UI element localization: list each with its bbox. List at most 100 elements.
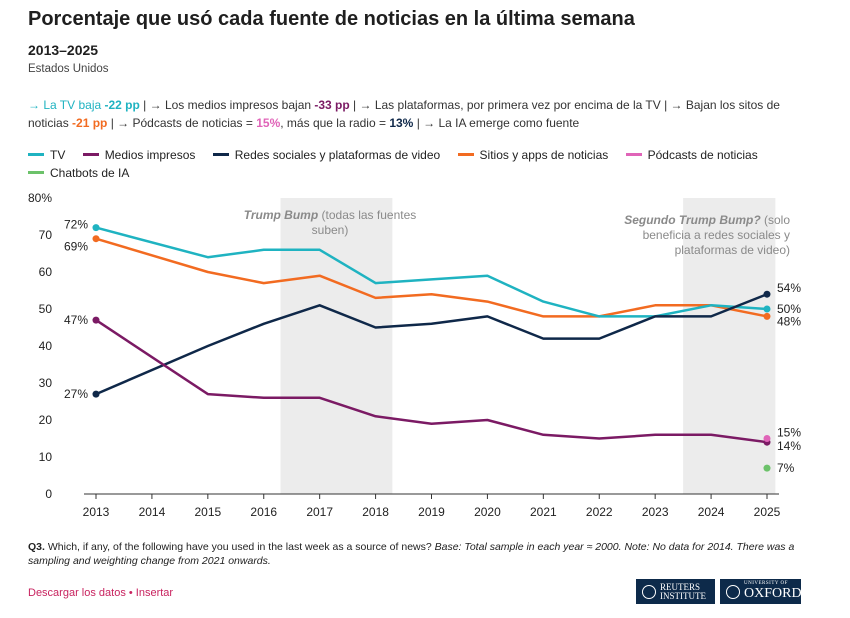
legend-item-podcasts[interactable]: Pódcasts de noticias — [625, 146, 758, 164]
x-tick-label: 2014 — [139, 505, 166, 519]
legend-label: Sitios y apps de noticias — [479, 148, 609, 162]
oxford-logo-text: UNIVERSITY OF OXFORD — [744, 581, 802, 602]
legend-item-print[interactable]: Medios impresos — [82, 146, 196, 164]
legend-label: Redes sociales y plataformas de video — [234, 148, 441, 162]
y-tick-label: 60 — [39, 265, 53, 279]
y-tick-label: 50 — [39, 302, 53, 316]
legend-item-tv[interactable]: TV — [28, 146, 65, 164]
summary-radio-prefix: , más que la radio = — [280, 116, 390, 130]
shaded-label-second-trump-bump: plataformas de video) — [675, 243, 790, 257]
shaded-label-second-trump-bump: Segundo Trump Bump? (solo — [624, 213, 790, 227]
summary-print-prefix: | → Los medios impresos bajan — [139, 98, 315, 112]
y-tick-label: 20 — [39, 413, 53, 427]
shaded-period — [683, 198, 776, 494]
data-label-start: 47% — [64, 313, 88, 327]
summary-platforms-text: | → Las plataformas, por primera vez por… — [28, 98, 780, 130]
footnote: Q3. Which, if any, of the following have… — [28, 540, 798, 568]
x-tick-label: 2022 — [586, 505, 613, 519]
oxford-logo[interactable]: UNIVERSITY OF OXFORD — [720, 579, 802, 604]
y-tick-label: 80% — [28, 191, 52, 205]
data-label-end: 50% — [777, 302, 801, 316]
summary-sites-value: -21 pp — [72, 116, 108, 130]
legend-swatch — [82, 153, 99, 157]
legend-swatch — [28, 153, 44, 157]
legend-label: Medios impresos — [104, 148, 196, 162]
reuters-line1: REUTERS — [660, 581, 701, 592]
series-line — [95, 226, 768, 318]
x-tick-label: 2016 — [250, 505, 277, 519]
summary-podcast-prefix: | → Pódcasts de noticias = — [107, 116, 257, 130]
summary-tv-prefix: → La TV baja — [28, 98, 105, 112]
footnote-base: Base: Total sample in each year ≈ 2000. … — [28, 541, 795, 567]
series-end-point — [763, 312, 771, 320]
series-end-point — [763, 464, 771, 472]
x-tick-label: 2018 — [362, 505, 389, 519]
reuters-mark-icon — [642, 584, 656, 599]
data-label-start: 69% — [64, 240, 88, 254]
embed-link[interactable]: Insertar — [135, 587, 174, 599]
x-tick-label: 2019 — [418, 505, 445, 519]
x-tick-label: 2017 — [306, 505, 333, 519]
chart-subtitle: 2013–2025 — [28, 42, 99, 58]
x-tick-label: 2020 — [474, 505, 501, 519]
legend-item-social[interactable]: Redes sociales y plataformas de video — [212, 146, 441, 164]
summary-tv-value: -22 pp — [104, 98, 140, 112]
reuters-institute-logo[interactable]: REUTERS INSTITUTE — [636, 579, 715, 604]
data-label-end: 7% — [777, 461, 795, 475]
summary-text: → La TV baja -22 pp | → Los medios impre… — [28, 96, 818, 132]
data-label-start: 72% — [64, 218, 88, 232]
legend-item-chatbots[interactable]: Chatbots de IA — [28, 164, 129, 182]
summary-radio-value: 13% — [389, 116, 414, 130]
series-line — [95, 319, 768, 444]
series-end-point — [763, 435, 771, 442]
data-label-end: 54% — [777, 281, 801, 295]
link-separator: • — [125, 587, 136, 599]
chart-title: Porcentaje que usó cada fuente de notici… — [28, 8, 635, 30]
series-start-point — [92, 235, 100, 243]
y-tick-label: 30 — [39, 376, 53, 390]
data-label-start: 27% — [64, 387, 88, 401]
download-data-link[interactable]: Descargar los datos — [28, 587, 126, 599]
data-label-end: 15% — [777, 426, 801, 440]
shaded-period — [280, 198, 393, 494]
series-start-point — [92, 316, 100, 324]
legend-swatch — [212, 153, 229, 157]
x-tick-label: 2015 — [194, 505, 221, 519]
oxford-big-text: OXFORD — [744, 586, 802, 601]
y-tick-label: 10 — [39, 450, 53, 464]
legend-swatch — [625, 153, 642, 157]
y-tick-label: 40 — [39, 339, 53, 353]
series-line — [95, 237, 768, 318]
summary-print-value: -33 pp — [314, 98, 350, 112]
legend-item-sites[interactable]: Sitios y apps de noticias — [457, 146, 609, 164]
series-line — [95, 293, 768, 396]
series-start-point — [92, 390, 100, 398]
legend-label: TV — [50, 148, 66, 162]
data-label-end: 14% — [777, 439, 801, 453]
shaded-label-trump-bump: suben) — [312, 223, 349, 237]
reuters-logo-text: REUTERS INSTITUTE — [660, 581, 706, 601]
summary-ai-text: | → La IA emerge como fuente — [413, 116, 580, 130]
series-end-point — [763, 290, 771, 298]
legend-swatch — [28, 171, 44, 175]
oxford-crest-icon — [726, 584, 740, 599]
legend-swatch — [457, 153, 474, 157]
x-tick-label: 2013 — [83, 505, 110, 519]
x-tick-label: 2025 — [754, 505, 781, 519]
legend-label: Chatbots de IA — [50, 166, 130, 180]
shaded-label-trump-bump: Trump Bump (todas las fuentes — [244, 208, 417, 222]
legend-label: Pódcasts de noticias — [647, 148, 758, 162]
chart-legend: TV Medios impresos Redes sociales y plat… — [28, 146, 828, 182]
footnote-question-id: Q3. — [28, 541, 45, 553]
chart-region: Estados Unidos — [28, 63, 109, 75]
oxford-small-text: UNIVERSITY OF — [744, 581, 788, 586]
series-end-point — [763, 305, 771, 313]
x-tick-label: 2024 — [698, 505, 725, 519]
series-start-point — [92, 224, 100, 232]
footer-links: Descargar los datos • Insertar — [28, 587, 173, 599]
y-tick-label: 70 — [39, 228, 53, 242]
reuters-line2: INSTITUTE — [660, 590, 706, 601]
summary-podcast-value: 15% — [256, 116, 281, 130]
x-tick-label: 2021 — [530, 505, 557, 519]
